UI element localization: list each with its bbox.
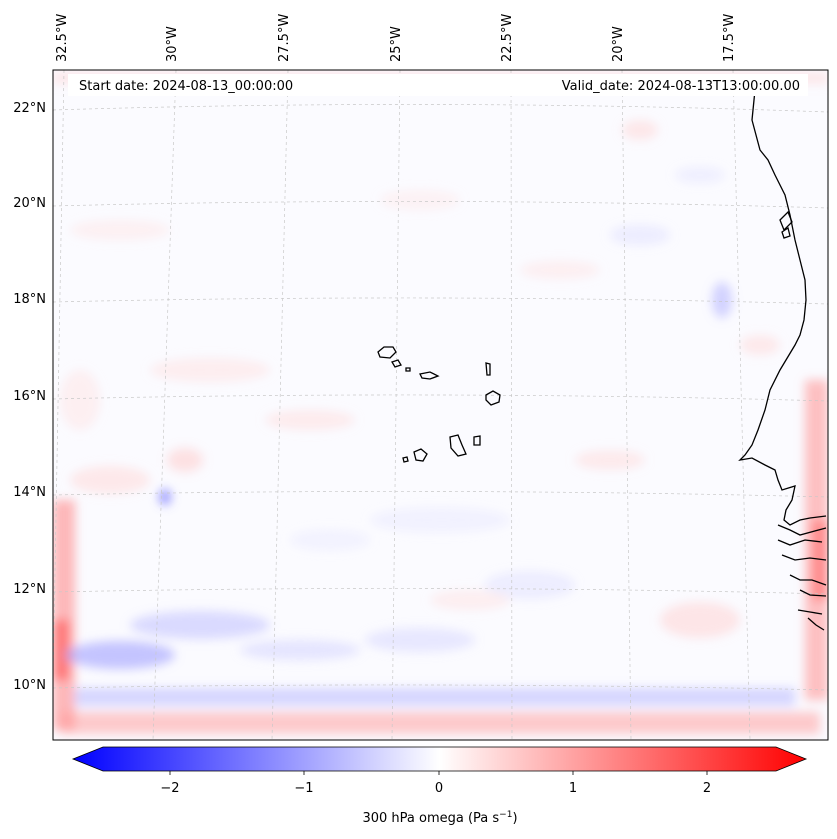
- latitude-labels: 22°N 20°N 18°N 16°N 14°N 12°N 10°N: [13, 101, 46, 693]
- island-brava: [402, 456, 409, 463]
- lat-label-20n: 20°N: [13, 196, 46, 211]
- lat-label-12n: 12°N: [13, 582, 46, 597]
- start-date-text: Start date: 2024-08-13_00:00:00: [79, 79, 293, 94]
- island-sal: [485, 362, 491, 376]
- island-santa-luzia: [405, 367, 411, 372]
- colorbar-body: [71, 746, 808, 772]
- colorbar: −2 −1 0 1 2 300 hPa omega (Pa s−1): [71, 746, 808, 826]
- coastline-africa: [738, 89, 827, 631]
- lon-label-20w: 20°W: [611, 26, 626, 62]
- island-santiago: [449, 434, 467, 457]
- lat-label-10n: 10°N: [13, 678, 46, 693]
- lat-label-14n: 14°N: [13, 485, 46, 500]
- colorbar-label-close: ): [512, 811, 517, 826]
- colorbar-tick-2: 2: [703, 781, 711, 796]
- lon-label-32-5w: 32.5°W: [55, 14, 70, 62]
- island-fogo: [413, 448, 428, 462]
- valid-date-text: Valid_date: 2024-08-13T13:00:00.00: [562, 79, 800, 94]
- lon-label-17-5w: 17.5°W: [722, 14, 737, 62]
- gridlines: [53, 70, 828, 740]
- lat-label-18n: 18°N: [13, 292, 46, 307]
- island-maio: [473, 435, 481, 446]
- island-sao-nicolau: [419, 371, 440, 380]
- cape-verde-islands: [377, 346, 501, 463]
- colorbar-label-main: 300 hPa omega (Pa s: [362, 811, 499, 826]
- lon-label-30w: 30°W: [165, 26, 180, 62]
- lat-label-16n: 16°N: [13, 389, 46, 404]
- date-header-box: [68, 74, 808, 96]
- island-sao-vicente: [391, 359, 402, 368]
- longitude-labels: 32.5°W 30°W 27.5°W 25°W 22.5°W 20°W 17.5…: [55, 14, 737, 62]
- island-santo-antao: [377, 346, 397, 359]
- lon-label-22-5w: 22.5°W: [500, 14, 515, 62]
- colorbar-tick-0: 0: [435, 781, 443, 796]
- map-panel: Start date: 2024-08-13_00:00:00 Valid_da…: [53, 70, 828, 740]
- colorbar-tick-1: 1: [569, 781, 577, 796]
- lat-label-22n: 22°N: [13, 101, 46, 116]
- lon-label-27-5w: 27.5°W: [277, 14, 292, 62]
- map-frame: [52, 69, 829, 741]
- lon-label-25w: 25°W: [389, 26, 404, 62]
- colorbar-label: 300 hPa omega (Pa s−1): [362, 810, 517, 826]
- island-boa-vista: [485, 390, 501, 406]
- colorbar-tick-neg2: −2: [160, 781, 179, 796]
- colorbar-label-exp: −1: [499, 810, 512, 820]
- colorbar-tick-neg1: −1: [294, 781, 313, 796]
- colorbar-ticks: [169, 771, 708, 775]
